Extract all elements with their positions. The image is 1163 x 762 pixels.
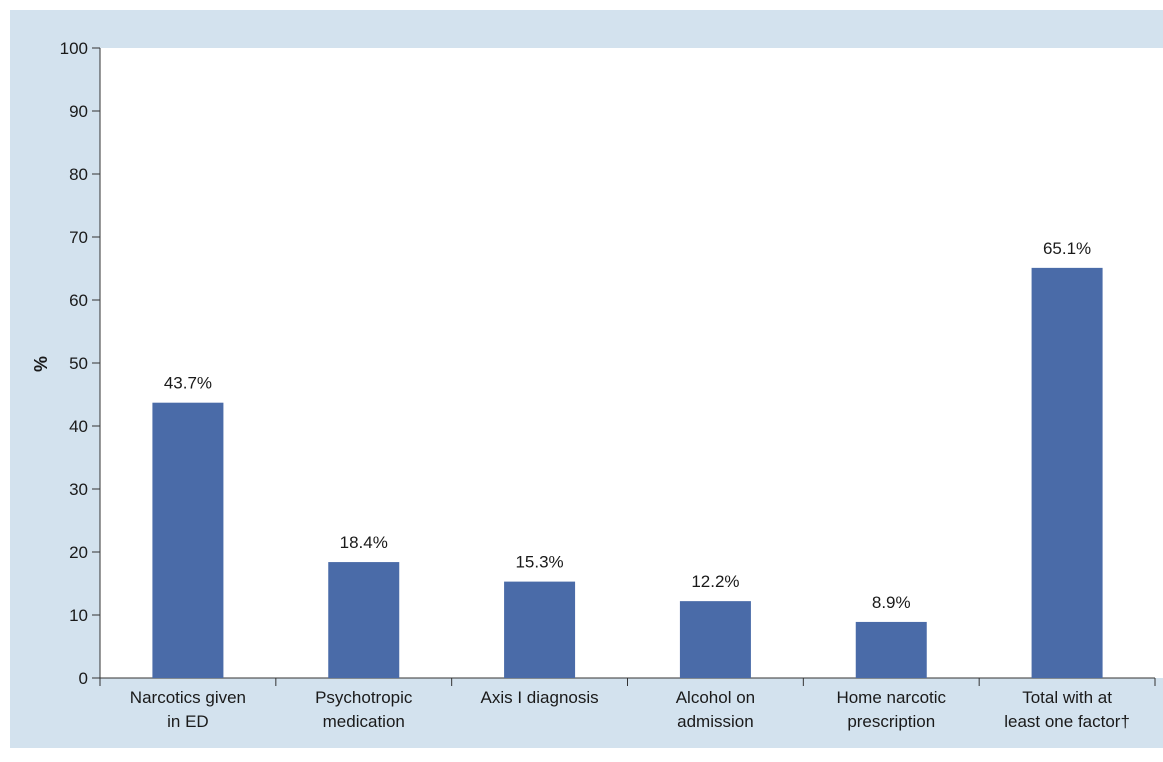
y-tick-label: 20 xyxy=(69,543,88,562)
x-tick-label: prescription xyxy=(847,712,935,731)
plot-area xyxy=(100,48,1163,678)
x-tick-label: Psychotropic xyxy=(315,688,413,707)
bar xyxy=(328,562,400,678)
y-axis: 0 10 20 30 40 50 60 70 80 90 100 xyxy=(60,39,101,688)
value-labels: 43.7% 18.4% 15.3% 12.2% 8.9% 65.1% xyxy=(164,239,1091,612)
bar xyxy=(855,621,927,678)
x-tick-label: medication xyxy=(323,712,405,731)
y-tick-label: 80 xyxy=(69,165,88,184)
x-tick-label: Axis I diagnosis xyxy=(481,688,599,707)
x-axis xyxy=(99,677,1156,686)
y-tick-label: 100 xyxy=(60,39,88,58)
y-tick-label: 40 xyxy=(69,417,88,436)
bar xyxy=(1031,267,1103,678)
x-tick-label: Narcotics given xyxy=(130,688,246,707)
x-tick-label: in ED xyxy=(167,712,209,731)
bars xyxy=(152,267,1103,678)
bar-value-label: 65.1% xyxy=(1043,239,1091,258)
x-tick-label: Total with at xyxy=(1022,688,1112,707)
y-tick-label: 30 xyxy=(69,480,88,499)
bar-value-label: 12.2% xyxy=(691,572,739,591)
y-axis-title: % xyxy=(31,356,51,372)
x-tick-label: least one factor† xyxy=(1004,712,1130,731)
y-tick-label: 70 xyxy=(69,228,88,247)
bar xyxy=(504,581,576,678)
category-labels: Narcotics given in ED Psychotropic medicati… xyxy=(130,688,1130,731)
bar xyxy=(679,601,751,678)
y-tick-label: 50 xyxy=(69,354,88,373)
bar-value-label: 8.9% xyxy=(872,593,911,612)
y-tick-label: 10 xyxy=(69,606,88,625)
bar-value-label: 15.3% xyxy=(515,553,563,572)
bar xyxy=(152,402,224,678)
bar-value-label: 18.4% xyxy=(340,533,388,552)
y-tick-label: 90 xyxy=(69,102,88,121)
x-tick-label: Home narcotic xyxy=(836,688,946,707)
x-tick-label: admission xyxy=(677,712,754,731)
x-tick-label: Alcohol on xyxy=(676,688,755,707)
bar-value-label: 43.7% xyxy=(164,374,212,393)
y-tick-label: 0 xyxy=(79,669,88,688)
y-tick-label: 60 xyxy=(69,291,88,310)
